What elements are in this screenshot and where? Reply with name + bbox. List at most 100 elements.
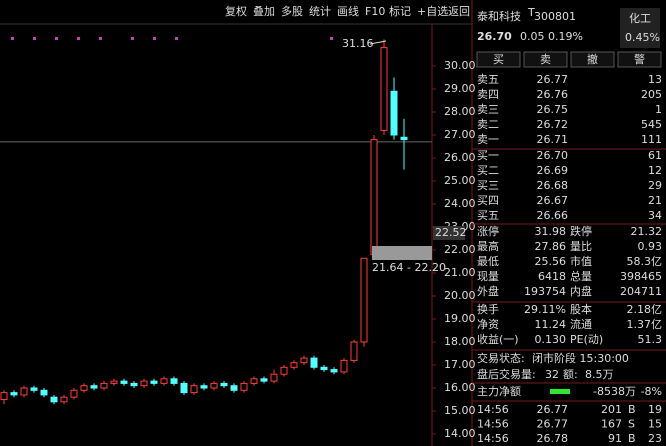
- stat-label: 涨停: [477, 224, 499, 238]
- tick-count: 23: [648, 432, 662, 445]
- candle-body: [330, 369, 338, 373]
- toolbar-button[interactable]: 标记: [389, 4, 411, 18]
- sector-name: 化工: [629, 11, 651, 25]
- order-price: 26.72: [537, 118, 569, 131]
- order-price: 26.77: [537, 73, 569, 86]
- candle-body: [190, 385, 198, 394]
- trade-button-label[interactable]: 撤: [587, 52, 598, 66]
- trade-button[interactable]: [570, 51, 615, 68]
- trade-button[interactable]: [523, 51, 568, 68]
- order-level: 卖三: [477, 103, 499, 116]
- candle-body: [380, 47, 388, 131]
- stat-value: 0.130: [535, 333, 567, 346]
- toolbar-button[interactable]: F10: [365, 5, 385, 18]
- trade-button-label[interactable]: 警: [634, 52, 645, 66]
- candle-body: [110, 380, 118, 384]
- toolbar-button[interactable]: 返回: [448, 5, 470, 18]
- toolbar-button[interactable]: 复权: [225, 4, 247, 18]
- y-tick-label: 28.00: [444, 105, 476, 118]
- stat-label: 跌停: [570, 224, 592, 238]
- candle-body: [0, 392, 8, 401]
- range-box: [372, 246, 432, 260]
- tick-side: B: [628, 403, 636, 416]
- tick-count: 15: [648, 418, 662, 431]
- stat-label: 外盘: [477, 284, 499, 298]
- status-label: 交易状态:: [477, 351, 525, 365]
- stat-label: 现量: [477, 270, 499, 283]
- candle-body: [30, 387, 38, 391]
- order-level: 卖五: [477, 73, 499, 86]
- candle-body: [370, 139, 378, 256]
- y-tick-label: 25.00: [444, 174, 476, 187]
- stat-value: 193754: [524, 285, 566, 298]
- y-tick-label: 29.00: [444, 82, 476, 95]
- candle-body: [130, 382, 138, 387]
- stat-value: 31.98: [535, 225, 567, 238]
- tick-count: 19: [648, 403, 662, 416]
- order-volume: 34: [648, 209, 662, 222]
- tick-volume: 167: [601, 418, 622, 431]
- tick-price: 26.77: [537, 403, 569, 416]
- candle-body: [300, 357, 308, 364]
- trade-button-label[interactable]: 卖: [540, 53, 551, 66]
- candle-body: [100, 382, 108, 389]
- order-price: 26.76: [537, 88, 569, 101]
- order-price: 26.67: [537, 194, 569, 207]
- candle-body: [180, 382, 188, 394]
- order-volume: 1: [655, 103, 662, 116]
- order-volume: 12: [648, 164, 662, 177]
- order-price: 26.69: [537, 164, 569, 177]
- high-label: 31.16: [342, 37, 374, 50]
- candle-body: [170, 378, 178, 384]
- after-amount-label: 额:: [563, 368, 578, 381]
- toolbar-button[interactable]: 多股: [281, 4, 303, 18]
- toolbar-button[interactable]: 统计: [309, 5, 331, 18]
- stat-label: PE(动): [570, 333, 603, 346]
- sector-pct: 0.45%: [625, 31, 660, 44]
- stat-value: 29.11%: [524, 303, 566, 316]
- candle-body: [360, 257, 368, 343]
- y-tick-label: 24.00: [444, 197, 476, 210]
- stat-value: 1.37亿: [627, 318, 663, 331]
- marker-dots: [11, 37, 333, 40]
- tick-side: B: [628, 432, 636, 445]
- tick-side: S: [628, 418, 635, 431]
- candle-body: [150, 380, 158, 384]
- stat-value: 11.24: [535, 318, 567, 331]
- stat-value: 51.3: [638, 333, 663, 346]
- trade-button[interactable]: [617, 51, 662, 68]
- order-volume: 111: [641, 133, 662, 146]
- order-price: 26.71: [537, 133, 569, 146]
- candle-body: [120, 380, 128, 384]
- trade-button-label[interactable]: 买: [493, 53, 504, 66]
- candle-body: [260, 378, 268, 382]
- candle-body: [280, 366, 288, 375]
- crosshair-box: [433, 226, 465, 240]
- stock-tag: T: [527, 6, 535, 19]
- trade-button[interactable]: [476, 51, 521, 68]
- order-volume: 21: [648, 194, 662, 207]
- y-tick-label: 26.00: [444, 151, 476, 164]
- y-tick-label: 27.00: [444, 128, 476, 141]
- order-price: 26.70: [537, 149, 569, 162]
- after-amount: 8.5万: [585, 368, 614, 381]
- flow-bar: [550, 389, 570, 394]
- candle-body: [70, 389, 78, 398]
- after-label: 盘后交易量:: [477, 367, 536, 381]
- candle-body: [80, 385, 88, 391]
- tick-price: 26.78: [537, 432, 569, 445]
- stock-code: 300801: [534, 10, 576, 23]
- candle-body: [390, 90, 398, 136]
- stat-value: 6418: [538, 270, 566, 283]
- toolbar-button[interactable]: 叠加: [253, 5, 275, 18]
- candle-body: [160, 378, 168, 384]
- stat-label: 流通: [570, 317, 592, 331]
- candle-body: [210, 382, 218, 389]
- stat-label: 总量: [570, 269, 592, 283]
- toolbar-button[interactable]: +自选: [417, 5, 448, 18]
- y-tick-label: 30.00: [444, 59, 476, 72]
- order-volume: 205: [641, 88, 662, 101]
- stat-value: 0.93: [638, 240, 663, 253]
- toolbar-button[interactable]: 画线: [337, 4, 359, 18]
